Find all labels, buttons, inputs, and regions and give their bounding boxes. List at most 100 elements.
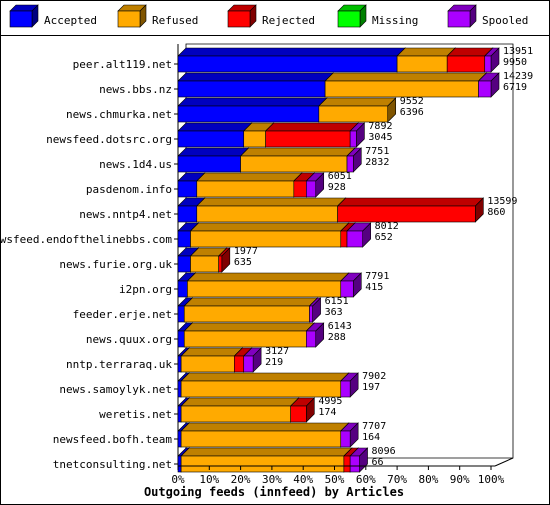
x-tick-label: 80% [418,473,438,486]
bar-segment-spooled [484,47,500,73]
value-label-accepted: 197 [362,382,380,393]
bar-segment-rejected [264,122,359,148]
legend-label: Missing [372,14,418,27]
bar-segment-spooled [340,272,363,298]
bar-segment-spooled [305,172,325,198]
bar-segment-spooled [243,347,262,373]
value-label-total: 3127 [265,346,289,357]
bar-segment-refused [318,97,397,123]
category-label: tnetconsulting.net [53,458,172,471]
legend-item-refused: Refused [117,4,198,28]
category-label: newsfeed.endofthelinebbs.com [0,233,172,246]
legend-swatch-spooled [447,4,477,28]
bar-segment-spooled [346,147,363,173]
value-label-accepted: 2832 [365,157,389,168]
legend-item-missing: Missing [337,4,418,28]
category-label: newsfeed.dotsrc.org [46,133,172,146]
value-label-total: 7751 [365,146,389,157]
bar-segment-rejected [336,197,485,223]
x-tick-label: 30% [262,473,282,486]
bar-segment-refused [180,422,350,448]
legend-swatch-refused [117,4,147,28]
legend-label: Rejected [262,14,315,27]
category-label: news.samoylyk.net [59,383,172,396]
legend-label: Refused [152,14,198,27]
value-label-total: 4995 [318,396,342,407]
bar-segment-refused [239,147,356,173]
category-label: nntp.terraraq.uk [66,358,172,371]
value-label-accepted: 635 [234,257,252,268]
value-label-accepted: 6396 [400,107,424,118]
bar-segment-spooled [340,372,359,398]
value-label-accepted: 928 [328,182,346,193]
bar-segment-accepted [177,122,253,148]
bar-segment-refused [180,397,300,423]
legend-swatch-missing [337,4,367,28]
x-tick-label: 0% [171,473,185,486]
x-tick-label: 100% [478,473,505,486]
category-label: weretis.net [99,408,172,421]
x-axis-label: Outgoing feeds (innfeed) by Articles [144,485,404,499]
bar-segment-spooled [477,72,500,98]
value-label-total: 9552 [400,96,424,107]
bar-segment-rejected [217,247,231,273]
value-label-total: 6143 [328,321,352,332]
category-label: news.bbs.nz [99,83,172,96]
value-label-accepted: 66 [372,457,384,468]
value-label-total: 1977 [234,246,258,257]
legend-item-accepted: Accepted [9,4,97,28]
bar-segment-refused [183,297,319,323]
bar-segment-refused [180,372,350,398]
value-label-accepted: 652 [375,232,393,243]
bar-segment-accepted [177,47,406,73]
bar-segment-refused [189,222,350,248]
x-tick-label: 50% [325,473,345,486]
value-label-accepted: 415 [365,282,383,293]
category-label: feeder.erje.net [73,308,172,321]
bar-segment-refused [186,272,350,298]
bar-segment-accepted [177,97,328,123]
category-label: news.furie.org.uk [59,258,172,271]
x-tick-label: 90% [450,473,470,486]
x-axis-depth-line [494,457,514,467]
value-label-total: 8096 [372,446,396,457]
x-tick-label: 60% [356,473,376,486]
bar-segment-refused [180,447,353,473]
legend-label: Accepted [44,14,97,27]
bar-segment-spooled [349,122,366,148]
value-label-total: 13599 [487,196,517,207]
x-axis: 0% 10% 20% 30% 40% 50% 60% 70% 80% 90% 100% [171,457,514,486]
value-label-total: 8012 [375,221,399,232]
legend: Accepted Refused Rejected Missing Spooled [9,4,528,28]
bar-segment-refused [196,197,347,223]
bar-segment-accepted [177,147,250,173]
value-label-accepted: 6719 [503,82,527,93]
value-label-accepted: 174 [318,407,336,418]
legend-swatch-accepted [9,4,39,28]
value-label-total: 14239 [503,71,533,82]
bar-segment-refused [196,172,303,198]
value-label-total: 13951 [503,46,533,57]
value-label-accepted: 288 [328,332,346,343]
value-label-accepted: 164 [362,432,380,443]
category-label: i2pn.org [119,283,172,296]
bar-segment-refused [180,347,244,373]
value-label-accepted: 3045 [368,132,392,143]
value-label-accepted: 860 [487,207,505,218]
value-label-total: 6151 [325,296,349,307]
